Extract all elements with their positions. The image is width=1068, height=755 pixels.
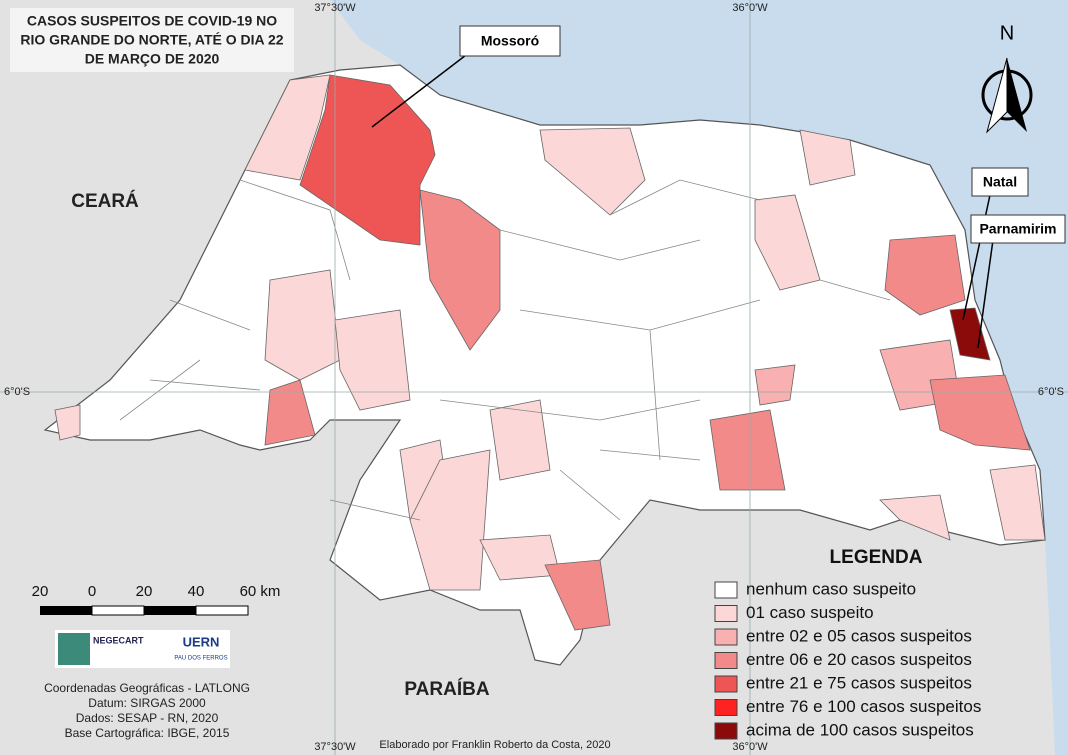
legend: nenhum caso suspeito 01 caso suspeito entr… [714, 579, 981, 740]
credit-line: Dados: SESAP - RN, 2020 [76, 711, 219, 725]
coordinate-label: 6°0'S [1038, 386, 1064, 398]
author: Elaborado por Franklin Roberto da Costa,… [379, 739, 610, 751]
callout-box [459, 25, 561, 57]
title-line: CASOS SUSPEITOS DE COVID-19 NO [27, 13, 277, 29]
callout-box [971, 167, 1029, 197]
municipality [419, 189, 501, 351]
logo-icon [58, 633, 90, 665]
callout-box [970, 214, 1066, 244]
scale-label: 0 [88, 583, 96, 600]
municipality [949, 307, 991, 361]
municipality [264, 379, 316, 446]
coordinate-label: 37°30'W [314, 2, 356, 14]
scale-label: 40 [188, 583, 205, 600]
municipality [409, 449, 491, 591]
logo-text: NEGECART [93, 635, 144, 645]
coordinate-label: 6°0'S [4, 386, 30, 398]
region-label: CEARÁ [71, 190, 139, 212]
municipality [754, 364, 796, 406]
coordinate-label: 36°0'W [732, 741, 768, 753]
title-line: DE MARÇO DE 2020 [85, 51, 220, 67]
municipality [754, 194, 821, 291]
title-box [10, 8, 294, 72]
municipality [884, 234, 966, 316]
north-arrow: N [981, 22, 1033, 134]
municipality [54, 404, 81, 441]
municipality [299, 74, 436, 246]
legend-label: 01 caso suspeito [746, 603, 874, 622]
legend-swatch [714, 628, 738, 646]
scale-label: 20 [136, 583, 153, 600]
municipalities [54, 74, 1046, 631]
legend-swatch [714, 581, 738, 599]
municipality [799, 129, 856, 186]
municipality [264, 269, 341, 381]
legend-label: nenhum caso suspeito [746, 579, 916, 598]
municipality [989, 464, 1046, 541]
region-label: PARAÍBA [404, 678, 489, 700]
coordinate-label: 37°30'W [314, 741, 356, 753]
municipality [879, 494, 951, 541]
callout-label: Natal [983, 174, 1017, 190]
logo [172, 630, 230, 668]
legend-label: entre 21 e 75 casos suspeitos [746, 673, 972, 692]
municipality [929, 374, 1031, 451]
legend-label: entre 02 e 05 casos suspeitos [746, 626, 972, 645]
legend-swatch [714, 605, 738, 622]
legend-swatch [714, 722, 738, 740]
logo-text: PAU DOS FERROS [174, 656, 227, 662]
title-line: RIO GRANDE DO NORTE, ATÉ O DIA 22 [20, 32, 283, 48]
municipality [489, 399, 551, 481]
legend-title: LEGENDA [830, 547, 923, 568]
scale-label: 20 [32, 583, 49, 600]
legend-swatch [714, 675, 738, 693]
credit-line: Datum: SIRGAS 2000 [88, 696, 206, 710]
legend-label: entre 06 e 20 casos suspeitos [746, 650, 972, 669]
legend-swatch [714, 652, 738, 669]
credit-line: Base Cartográfica: IBGE, 2015 [65, 726, 230, 740]
credits: Coordenadas Geográficas - LATLONGDatum: … [44, 681, 250, 740]
municipality [539, 127, 646, 216]
scale-label: 60 km [240, 583, 281, 600]
legend-label: acima de 100 casos suspeitos [746, 720, 974, 739]
callout-label: Parnamirim [979, 221, 1056, 237]
logo-text: UERN [183, 634, 220, 649]
municipality-borders [119, 179, 891, 521]
callout-label: Mossoró [481, 33, 539, 49]
scale-bar: 20 0 20 40 60 km [32, 583, 281, 616]
legend-swatch [714, 699, 738, 716]
municipality [244, 74, 331, 181]
municipality [334, 309, 411, 411]
legend-label: entre 76 e 100 casos suspeitos [746, 697, 981, 716]
coordinate-label: 36°0'W [732, 2, 768, 14]
credit-line: Coordenadas Geográficas - LATLONG [44, 681, 250, 695]
municipality [544, 559, 611, 631]
north-label: N [1000, 22, 1014, 44]
